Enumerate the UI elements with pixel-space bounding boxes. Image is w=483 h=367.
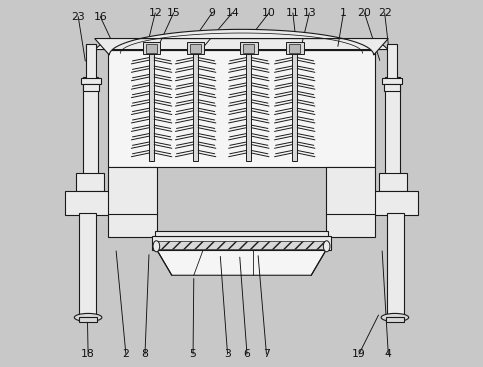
Text: 4: 4 <box>385 349 392 359</box>
Bar <box>386 317 404 322</box>
Text: 9: 9 <box>209 8 215 18</box>
Bar <box>152 236 331 250</box>
Text: 18: 18 <box>81 349 95 359</box>
Bar <box>246 53 252 161</box>
Bar <box>156 241 327 249</box>
Text: 1: 1 <box>340 8 347 18</box>
Polygon shape <box>95 39 388 50</box>
Text: 15: 15 <box>167 8 181 18</box>
Bar <box>292 53 297 161</box>
Text: 22: 22 <box>378 8 392 18</box>
Bar <box>190 44 201 53</box>
Ellipse shape <box>323 241 330 252</box>
Text: 7: 7 <box>263 349 270 359</box>
Text: 3: 3 <box>224 349 231 359</box>
Bar <box>326 214 375 237</box>
Bar <box>387 44 397 79</box>
Ellipse shape <box>153 241 160 252</box>
Text: 19: 19 <box>352 349 366 359</box>
Text: 6: 6 <box>243 349 251 359</box>
Text: 23: 23 <box>71 11 85 22</box>
Bar <box>149 53 154 161</box>
Polygon shape <box>95 29 388 55</box>
Text: 8: 8 <box>142 349 148 359</box>
Bar <box>368 191 418 215</box>
Bar <box>286 42 303 54</box>
Text: 20: 20 <box>357 8 371 18</box>
Ellipse shape <box>74 313 102 321</box>
Bar <box>384 84 400 91</box>
Bar <box>289 44 300 53</box>
Text: 10: 10 <box>262 8 276 18</box>
Text: 11: 11 <box>286 8 300 18</box>
Bar <box>385 77 400 184</box>
Text: 5: 5 <box>190 349 197 359</box>
Text: 16: 16 <box>93 11 107 22</box>
Bar <box>240 42 257 54</box>
Bar <box>65 191 115 215</box>
Bar <box>326 167 375 215</box>
Bar <box>81 78 101 84</box>
Bar <box>76 173 104 191</box>
Bar <box>155 231 328 236</box>
Text: 12: 12 <box>148 8 162 18</box>
Bar <box>79 317 97 322</box>
Text: 13: 13 <box>302 8 316 18</box>
Bar <box>108 50 375 167</box>
Bar <box>243 44 255 53</box>
Bar <box>187 42 204 54</box>
Bar <box>379 173 407 191</box>
Bar <box>146 44 157 53</box>
Ellipse shape <box>381 313 409 321</box>
Bar <box>108 167 157 215</box>
Text: 2: 2 <box>123 349 129 359</box>
Bar <box>83 77 98 184</box>
Bar <box>79 213 96 317</box>
Bar <box>382 78 402 84</box>
Text: 14: 14 <box>226 8 239 18</box>
Polygon shape <box>157 250 326 275</box>
Bar <box>86 44 96 79</box>
Bar <box>193 53 198 161</box>
Bar <box>108 214 157 237</box>
Bar <box>143 42 160 54</box>
Bar <box>387 213 404 317</box>
Bar <box>83 84 99 91</box>
